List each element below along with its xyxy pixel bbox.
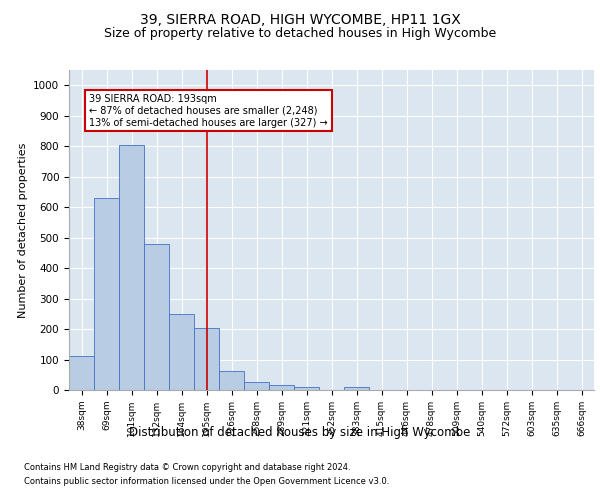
- Text: 39 SIERRA ROAD: 193sqm
← 87% of detached houses are smaller (2,248)
13% of semi-: 39 SIERRA ROAD: 193sqm ← 87% of detached…: [89, 94, 328, 128]
- Bar: [169, 314, 194, 390]
- Bar: [294, 387, 319, 390]
- Text: Contains public sector information licensed under the Open Government Licence v3: Contains public sector information licen…: [24, 478, 389, 486]
- Bar: [119, 144, 144, 390]
- Text: Size of property relative to detached houses in High Wycombe: Size of property relative to detached ho…: [104, 28, 496, 40]
- Bar: [269, 385, 294, 390]
- Bar: [69, 356, 94, 390]
- Bar: [219, 371, 244, 390]
- Bar: [94, 198, 119, 390]
- Bar: [194, 328, 219, 390]
- Text: Contains HM Land Registry data © Crown copyright and database right 2024.: Contains HM Land Registry data © Crown c…: [24, 462, 350, 471]
- Text: 39, SIERRA ROAD, HIGH WYCOMBE, HP11 1GX: 39, SIERRA ROAD, HIGH WYCOMBE, HP11 1GX: [140, 12, 460, 26]
- Bar: [144, 244, 169, 390]
- Bar: [344, 387, 369, 390]
- Bar: [244, 382, 269, 390]
- Y-axis label: Number of detached properties: Number of detached properties: [17, 142, 28, 318]
- Text: Distribution of detached houses by size in High Wycombe: Distribution of detached houses by size …: [130, 426, 470, 439]
